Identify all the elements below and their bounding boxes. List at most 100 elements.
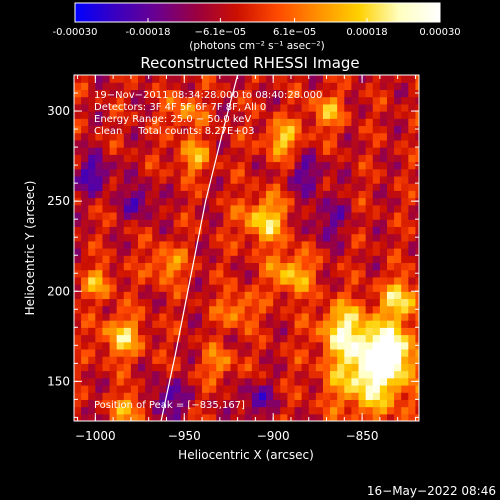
heatmap-cell <box>394 363 402 372</box>
heatmap-cell <box>130 348 139 357</box>
heatmap-cell <box>202 276 210 285</box>
heatmap-cell <box>74 334 82 343</box>
colorbar-tick-label: −6.1e−05 <box>195 27 247 38</box>
heatmap-cell <box>244 139 253 148</box>
heatmap-cell <box>95 132 104 141</box>
heatmap-cell <box>230 341 239 350</box>
heatmap-cell <box>280 356 288 364</box>
heatmap-cell <box>273 305 281 314</box>
heatmap-cell <box>145 125 153 134</box>
heatmap-cell <box>237 370 246 379</box>
heatmap-cell <box>294 197 303 206</box>
heatmap-cell <box>415 291 419 300</box>
heatmap-cell <box>230 154 239 163</box>
heatmap-cell <box>294 211 303 220</box>
heatmap-cell <box>230 377 239 386</box>
heatmap-cell <box>394 269 402 278</box>
heatmap-cell <box>88 384 96 393</box>
colorbar-tick-label: 0.00018 <box>346 27 387 38</box>
heatmap-cell <box>109 147 118 155</box>
heatmap-cell <box>216 219 224 227</box>
heatmap-cell <box>74 183 82 191</box>
heatmap-cell <box>173 82 182 91</box>
heatmap-cell <box>372 96 381 105</box>
heatmap-cell <box>308 248 317 256</box>
heatmap-cell <box>237 298 246 307</box>
heatmap-cell <box>95 125 104 134</box>
heatmap-cell <box>88 406 96 415</box>
heatmap-cell <box>372 392 381 400</box>
heatmap-cell <box>322 154 331 163</box>
y-tick-label: 250 <box>47 194 70 208</box>
heatmap-cell <box>337 183 345 191</box>
heatmap-cell <box>372 89 381 98</box>
heatmap-cell <box>337 226 345 235</box>
heatmap-cell <box>351 82 360 91</box>
heatmap-cell <box>194 363 203 372</box>
heatmap-cell <box>123 168 132 177</box>
heatmap-cell <box>145 269 153 278</box>
heatmap-cell <box>159 226 168 235</box>
heatmap-cell <box>273 262 281 271</box>
heatmap-cell <box>138 406 146 415</box>
heatmap-cell <box>365 103 374 112</box>
heatmap-cell <box>81 147 89 155</box>
heatmap-cell <box>166 132 175 141</box>
heatmap-cell <box>102 341 111 350</box>
heatmap-cell <box>401 190 409 199</box>
heatmap-cell <box>344 183 353 191</box>
heatmap-cell <box>187 168 196 177</box>
heatmap-cell <box>386 197 395 206</box>
heatmap-cell <box>330 111 338 119</box>
heatmap-cell <box>166 334 175 343</box>
heatmap-cell <box>152 370 160 379</box>
heatmap-cell <box>116 233 125 242</box>
heatmap-cell <box>337 161 345 170</box>
heatmap-cell <box>202 298 210 307</box>
heatmap-cell <box>344 399 353 408</box>
heatmap-cell <box>394 348 402 357</box>
heatmap-cell <box>294 132 303 141</box>
heatmap-cell <box>344 262 353 271</box>
heatmap-cell <box>130 82 139 91</box>
heatmap-cell <box>394 334 402 343</box>
heatmap-cell <box>266 363 274 372</box>
heatmap-cell <box>88 233 96 242</box>
heatmap-cell <box>102 154 111 163</box>
heatmap-cell <box>244 125 253 134</box>
heatmap-cell <box>266 370 274 379</box>
heatmap-cell <box>145 103 153 112</box>
heatmap-cell <box>81 111 89 119</box>
heatmap-cell <box>401 204 409 213</box>
heatmap-cell <box>301 89 310 98</box>
heatmap-cell <box>308 132 317 141</box>
heatmap-cell <box>322 211 331 220</box>
heatmap-cell <box>223 125 232 134</box>
heatmap-cell <box>358 370 367 379</box>
heatmap-cell <box>123 334 132 343</box>
heatmap-cell <box>379 89 388 98</box>
heatmap-cell <box>273 175 281 184</box>
heatmap-cell <box>95 334 104 343</box>
heatmap-cell <box>152 89 160 98</box>
heatmap-cell <box>152 233 160 242</box>
heatmap-cell <box>223 248 232 256</box>
heatmap-cell <box>95 248 104 256</box>
heatmap-cell <box>166 327 175 336</box>
heatmap-cell <box>351 118 360 127</box>
heatmap-cell <box>230 75 239 83</box>
heatmap-cell <box>138 298 146 307</box>
heatmap-cell <box>123 327 132 336</box>
heatmap-cell <box>216 154 224 163</box>
heatmap-cell <box>258 75 267 83</box>
heatmap-cell <box>358 211 367 220</box>
heatmap-cell <box>159 341 168 350</box>
heatmap-cell <box>408 89 417 98</box>
heatmap-cell <box>266 154 274 163</box>
heatmap-cell <box>344 219 353 227</box>
heatmap-cell <box>130 406 139 415</box>
heatmap-cell <box>230 320 239 328</box>
heatmap-cell <box>294 305 303 314</box>
heatmap-cell <box>138 89 146 98</box>
heatmap-cell <box>81 132 89 141</box>
